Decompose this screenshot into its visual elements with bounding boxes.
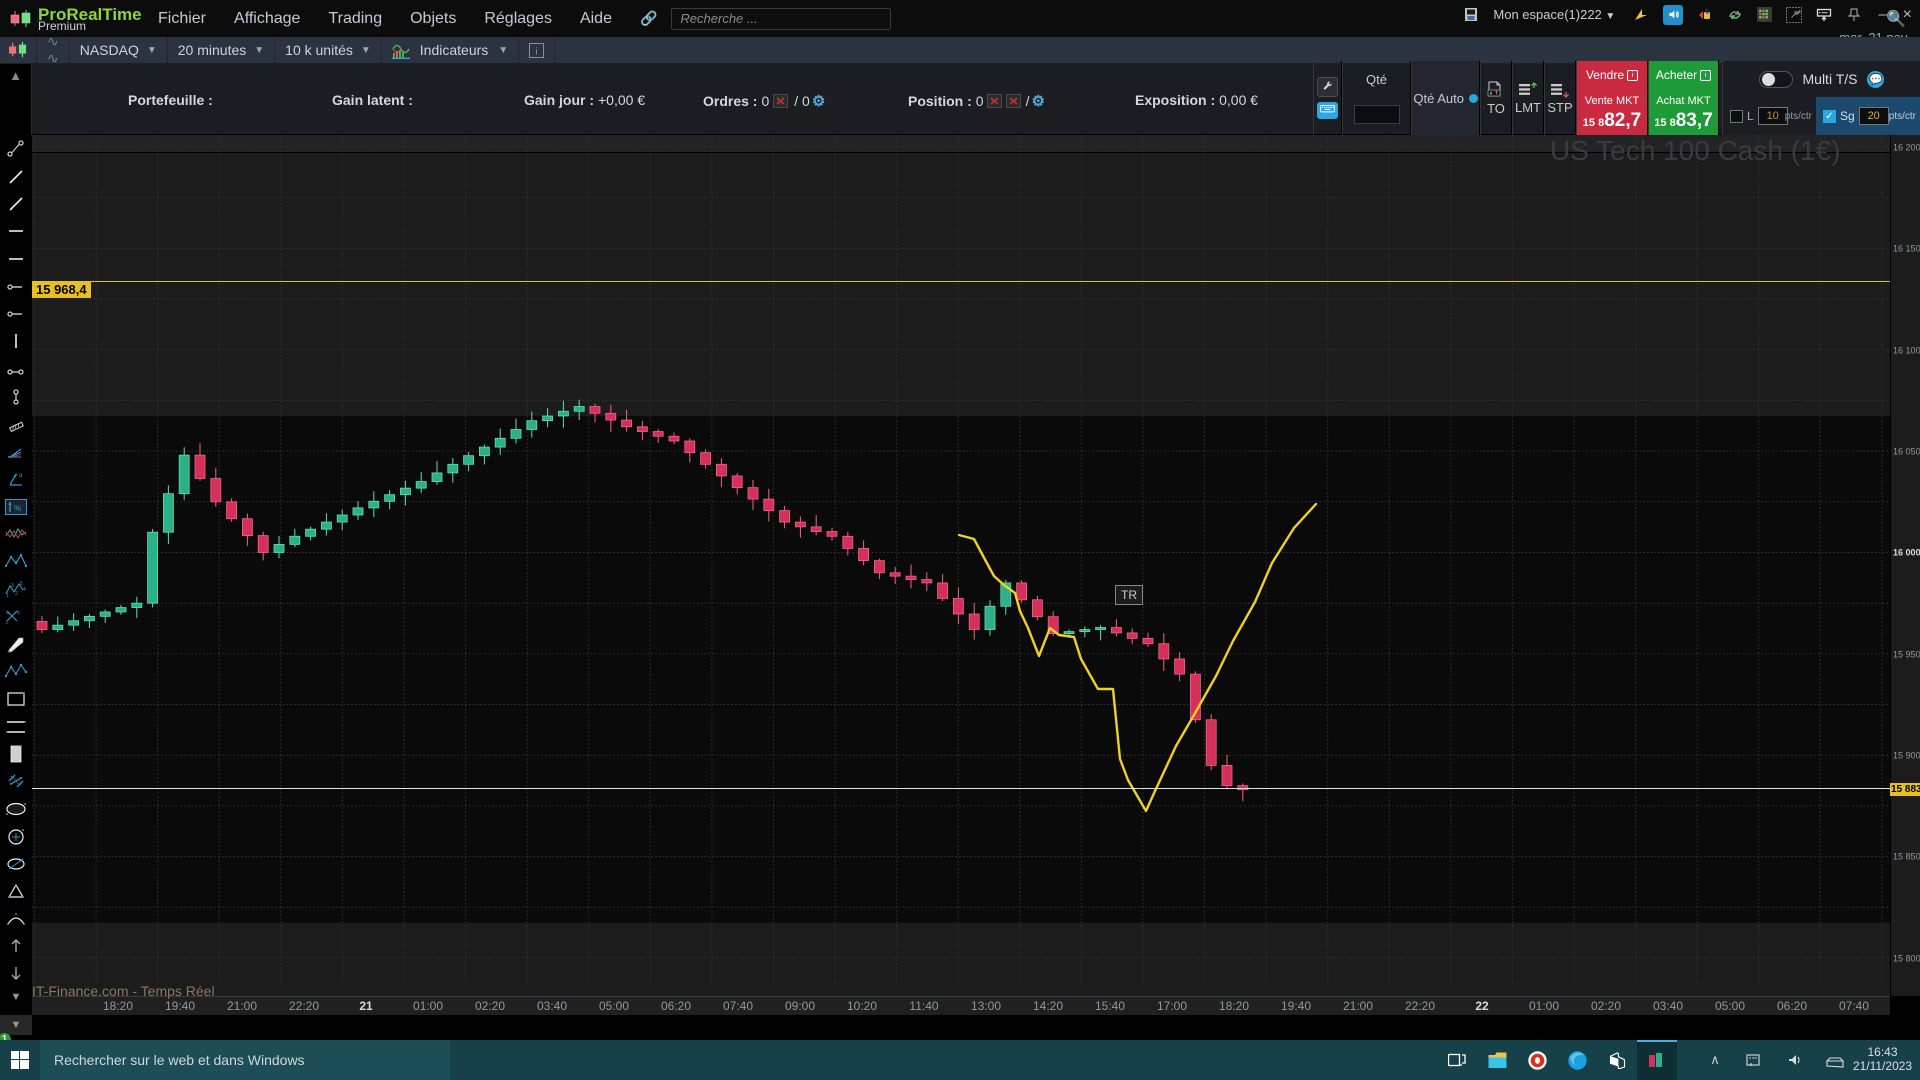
svg-text:b: b (17, 610, 20, 616)
svg-text:1: 1 (6, 593, 9, 597)
svg-text:c: c (6, 620, 9, 625)
svg-text:2: 2 (15, 591, 18, 597)
svg-text:i: i (536, 46, 538, 57)
svg-text:α: α (19, 473, 23, 479)
svg-text:a: a (6, 610, 9, 616)
svg-text:%: % (14, 504, 21, 513)
svg-text:3: 3 (11, 583, 14, 589)
svg-text:4: 4 (23, 587, 26, 593)
